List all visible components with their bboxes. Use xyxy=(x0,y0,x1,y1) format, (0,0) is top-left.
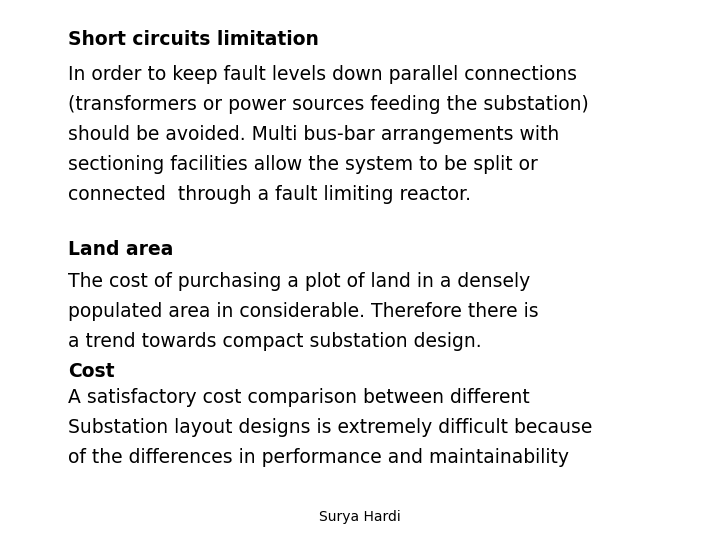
Text: The cost of purchasing a plot of land in a densely: The cost of purchasing a plot of land in… xyxy=(68,272,530,291)
Text: A satisfactory cost comparison between different: A satisfactory cost comparison between d… xyxy=(68,388,530,407)
Text: connected  through a fault limiting reactor.: connected through a fault limiting react… xyxy=(68,185,471,204)
Text: Land area: Land area xyxy=(68,240,174,259)
Text: Short circuits limitation: Short circuits limitation xyxy=(68,30,319,49)
Text: a trend towards compact substation design.: a trend towards compact substation desig… xyxy=(68,332,482,351)
Text: should be avoided. Multi bus-bar arrangements with: should be avoided. Multi bus-bar arrange… xyxy=(68,125,559,144)
Text: Cost: Cost xyxy=(68,362,114,381)
Text: of the differences in performance and maintainability: of the differences in performance and ma… xyxy=(68,448,569,467)
Text: (transformers or power sources feeding the substation): (transformers or power sources feeding t… xyxy=(68,95,589,114)
Text: sectioning facilities allow the system to be split or: sectioning facilities allow the system t… xyxy=(68,155,538,174)
Text: populated area in considerable. Therefore there is: populated area in considerable. Therefor… xyxy=(68,302,539,321)
Text: Surya Hardi: Surya Hardi xyxy=(319,510,401,524)
Text: In order to keep fault levels down parallel connections: In order to keep fault levels down paral… xyxy=(68,65,577,84)
Text: Substation layout designs is extremely difficult because: Substation layout designs is extremely d… xyxy=(68,418,593,437)
